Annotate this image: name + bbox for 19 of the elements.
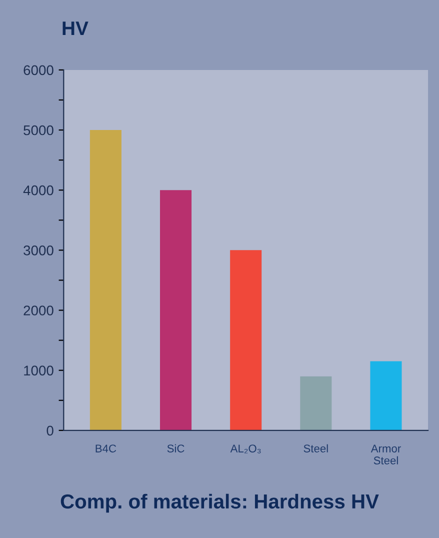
bar [230, 250, 262, 430]
x-tick-label: B4C [96, 444, 116, 452]
x-tick-label: Steel [304, 444, 328, 452]
y-axis-title: HV [62, 22, 88, 35]
bar [370, 361, 402, 430]
bar [90, 130, 122, 430]
y-tick-label: 0 [46, 426, 54, 436]
y-tick-label: 4000 [23, 185, 54, 196]
y-tick-label: 1000 [24, 366, 54, 376]
y-tick-label: 6000 [24, 65, 54, 76]
x-tick-label: SiC [167, 444, 184, 452]
bar [300, 376, 332, 430]
y-tick-label: 2000 [24, 306, 54, 316]
y-tick-label: 5000 [24, 125, 54, 136]
x-tick-label: Armor Steel [370, 444, 401, 464]
text: Comp. of materials: Hardness HV [60, 494, 379, 513]
y-tick-label: 3000 [24, 246, 54, 256]
bar [160, 190, 192, 430]
x-tick-label: AL₂O₃ [230, 444, 261, 454]
